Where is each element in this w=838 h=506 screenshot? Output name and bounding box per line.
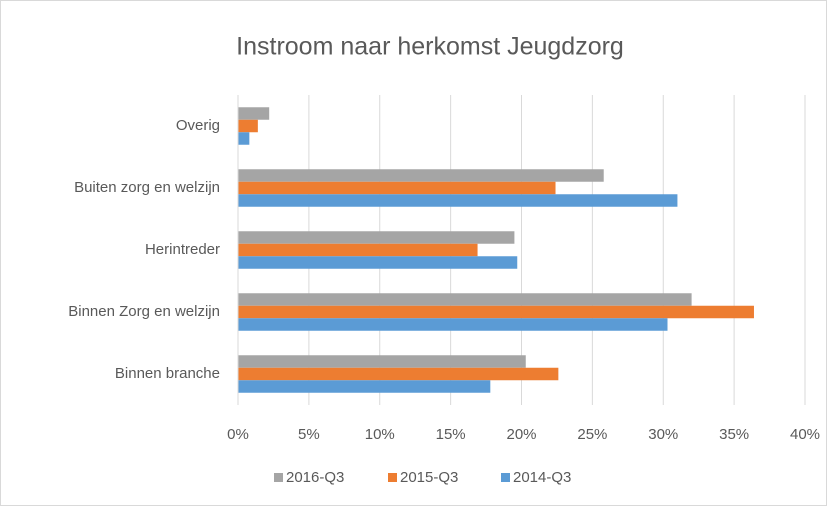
legend-swatch [501, 473, 510, 482]
legend-label: 2015-Q3 [400, 469, 458, 486]
y-tick-label: Binnen Zorg en welzijn [68, 303, 220, 320]
y-tick-label: Overig [176, 117, 220, 134]
y-tick-label: Herintreder [145, 241, 220, 258]
x-tick-label: 25% [577, 426, 607, 443]
bar [238, 380, 491, 393]
legend-swatch [388, 473, 397, 482]
bar [238, 119, 258, 133]
bar [238, 318, 668, 331]
bar [238, 243, 478, 257]
y-tick-label: Binnen branche [115, 365, 220, 382]
bar [238, 169, 604, 182]
bar [238, 293, 692, 306]
x-tick-label: 35% [719, 426, 749, 443]
x-tick-label: 20% [506, 426, 536, 443]
legend-swatch [274, 473, 283, 482]
bar [238, 231, 515, 244]
bar [238, 305, 754, 319]
chart-title: Instroom naar herkomst Jeugdzorg [236, 33, 624, 61]
x-tick-label: 30% [648, 426, 678, 443]
bar [238, 256, 518, 269]
x-tick-label: 5% [298, 426, 320, 443]
bar [238, 181, 556, 195]
legend-label: 2016-Q3 [286, 469, 344, 486]
bar [238, 367, 559, 381]
x-tick-label: 40% [790, 426, 820, 443]
bar [238, 107, 270, 120]
y-tick-label: Buiten zorg en welzijn [74, 179, 220, 196]
x-tick-label: 10% [365, 426, 395, 443]
legend-label: 2014-Q3 [513, 469, 571, 486]
bar [238, 132, 250, 145]
bar [238, 194, 678, 207]
bar [238, 355, 526, 368]
x-tick-label: 0% [227, 426, 249, 443]
x-tick-label: 15% [436, 426, 466, 443]
